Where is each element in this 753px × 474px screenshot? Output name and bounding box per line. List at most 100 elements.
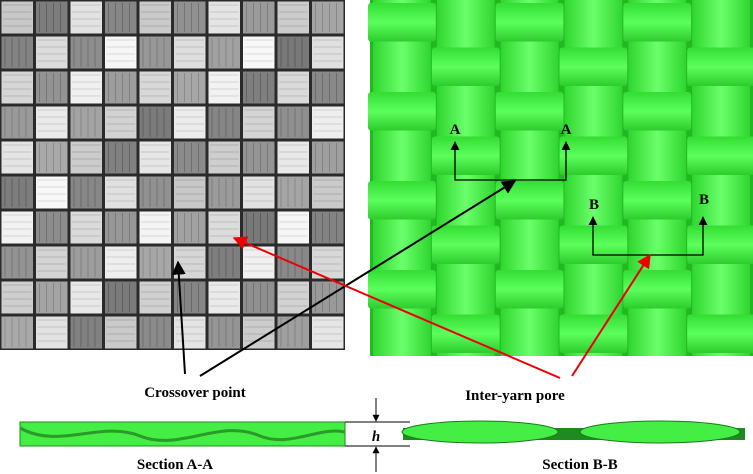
yarn-cell <box>2 317 34 349</box>
yarn-cell <box>174 107 206 139</box>
weft-yarn <box>368 270 436 309</box>
yarn-cell <box>105 2 137 34</box>
yarn-cell <box>36 282 68 314</box>
yarn-cell <box>209 317 241 349</box>
dimension-label: h <box>372 429 380 445</box>
yarn-cell <box>209 247 241 279</box>
weft-yarn <box>432 137 500 176</box>
yarn-cell <box>209 177 241 209</box>
yarn-cell <box>243 37 275 69</box>
yarn-cell <box>278 107 310 139</box>
yarn-cell <box>105 282 137 314</box>
yarn-cell <box>71 72 103 104</box>
callout-label: Crossover point <box>144 385 246 401</box>
section-label: B <box>699 192 709 208</box>
yarn-cell <box>105 107 137 139</box>
yarn-cell <box>278 282 310 314</box>
weft-yarn <box>496 270 564 309</box>
yarn-cell <box>36 177 68 209</box>
yarn-cell <box>71 37 103 69</box>
yarn-cell <box>312 317 344 349</box>
yarn-cell <box>209 2 241 34</box>
yarn-cell <box>71 282 103 314</box>
yarn-cell <box>243 212 275 244</box>
yarn-cell <box>312 212 344 244</box>
yarn-cell <box>174 177 206 209</box>
weft-yarn <box>623 3 691 42</box>
yarn-cell <box>209 37 241 69</box>
yarn-cell <box>209 282 241 314</box>
yarn-cell <box>2 72 34 104</box>
weft-yarn <box>623 92 691 131</box>
yarn-cell <box>71 317 103 349</box>
yarn-cell <box>312 142 344 174</box>
yarn-cell <box>278 2 310 34</box>
yarn-cell <box>2 177 34 209</box>
yarn-cell <box>105 142 137 174</box>
yarn-cell <box>71 142 103 174</box>
weft-yarn <box>496 92 564 131</box>
callout-label: Inter-yarn pore <box>465 388 565 404</box>
yarn-cell <box>2 282 34 314</box>
weft-yarn <box>687 226 753 265</box>
figure: A A B B Crossover point Inter-yarn pore … <box>0 0 753 474</box>
yarn-cell <box>36 2 68 34</box>
yarn-cell <box>209 107 241 139</box>
yarn-cell <box>243 142 275 174</box>
fabric-photo <box>0 0 345 350</box>
yarn-cell <box>105 72 137 104</box>
yarn-cell <box>140 212 172 244</box>
section-aa-shape <box>20 422 345 446</box>
yarn-cell <box>243 72 275 104</box>
yarn-cell <box>36 72 68 104</box>
yarn-cell <box>2 37 34 69</box>
weft-yarn <box>560 137 628 176</box>
yarn-cell <box>105 317 137 349</box>
weft-yarn <box>560 48 628 87</box>
yarn-cell <box>312 107 344 139</box>
yarn-cell <box>312 72 344 104</box>
yarn-cell <box>71 2 103 34</box>
yarn-cell <box>174 212 206 244</box>
yarn-cell <box>2 212 34 244</box>
yarn-cell <box>174 317 206 349</box>
yarn-cell <box>278 177 310 209</box>
yarn-cell <box>140 142 172 174</box>
yarn-cell <box>105 37 137 69</box>
yarn-cell <box>278 212 310 244</box>
yarn-cell <box>174 142 206 174</box>
weft-yarn <box>368 92 436 131</box>
yarn-cell <box>243 282 275 314</box>
yarn-cell <box>71 107 103 139</box>
yarn-cell <box>278 72 310 104</box>
section-label: B <box>589 197 599 213</box>
yarn-cell <box>243 2 275 34</box>
yarn-cell <box>36 247 68 279</box>
yarn-cell <box>105 247 137 279</box>
weft-yarn <box>687 48 753 87</box>
yarn-cell <box>140 282 172 314</box>
yarn-cell <box>209 72 241 104</box>
yarn-cell <box>36 37 68 69</box>
yarn-cell <box>71 177 103 209</box>
page: A A B B Crossover point Inter-yarn pore … <box>0 0 753 474</box>
yarn-cell <box>278 142 310 174</box>
yarn-cell <box>140 317 172 349</box>
section-title: Section A-A <box>137 457 213 473</box>
weft-yarn <box>687 137 753 176</box>
yarn-cell <box>209 142 241 174</box>
yarn-cell <box>36 107 68 139</box>
yarn-cell <box>140 37 172 69</box>
yarn-cell <box>140 107 172 139</box>
weft-yarn <box>368 3 436 42</box>
yarn-cell <box>140 2 172 34</box>
yarn-cell <box>2 142 34 174</box>
yarn-cell <box>243 107 275 139</box>
weft-yarn <box>623 181 691 220</box>
yarn-cell <box>312 37 344 69</box>
section-title: Section B-B <box>542 457 617 473</box>
yarn-cell <box>2 247 34 279</box>
yarn-cell <box>2 107 34 139</box>
yarn-cell <box>174 37 206 69</box>
yarn-cell <box>278 37 310 69</box>
